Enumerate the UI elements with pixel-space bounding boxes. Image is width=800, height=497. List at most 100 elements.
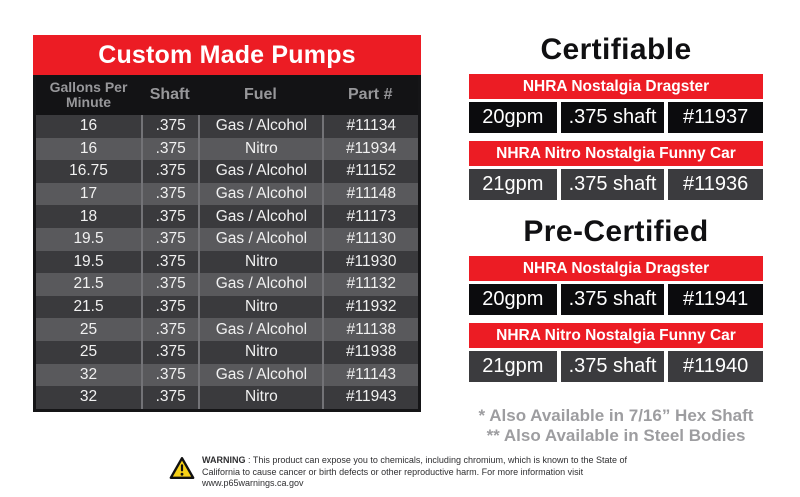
part-cell: #11932: [322, 295, 418, 319]
gpm-cell: 19.5: [73, 252, 104, 270]
table-body: 16 .375 Gas / Alcohol #11134 16 .375 Nit…: [36, 115, 418, 409]
shaft-cell: .375: [141, 273, 198, 296]
fuel-cell: Nitro: [198, 250, 322, 274]
table-row: 25 .375 Gas / Alcohol #11138: [36, 318, 418, 341]
gpm-cell: 19.5: [73, 230, 104, 248]
fuel-cell: Gas / Alcohol: [198, 205, 322, 228]
table-row: 21.5 .375 Gas / Alcohol #11132: [36, 273, 418, 296]
table-row: 16 .375 Nitro #11934: [36, 137, 418, 161]
part-cell: #11138: [322, 318, 418, 341]
table-row: 32 .375 Gas / Alcohol #11143: [36, 363, 418, 387]
part-cell: #11143: [322, 363, 418, 387]
table-row: 16 .375 Gas / Alcohol #11134: [36, 115, 418, 138]
gpm-cell: 18: [79, 207, 98, 225]
spec-row: 21gpm .375 shaft #11936: [469, 169, 763, 200]
fuel-cell: Gas / Alcohol: [198, 273, 322, 296]
fuel-cell: Nitro: [198, 340, 322, 364]
gpm-cell: 17: [79, 185, 98, 203]
custom-pumps-table: Custom Made Pumps Gallons Per Minute Sha…: [33, 35, 421, 412]
fuel-cell: Gas / Alcohol: [198, 318, 322, 341]
gpm-cell: 21.5: [73, 298, 104, 316]
part-cell: #11134: [322, 115, 418, 138]
shaft-value: .375 shaft: [560, 102, 665, 133]
shaft-value: .375 shaft: [560, 284, 665, 315]
gpm-cell: 16: [79, 139, 98, 157]
part-value: #11940: [668, 351, 763, 382]
shaft-cell: .375: [141, 160, 198, 183]
gpm-cell: 25: [79, 320, 98, 338]
part-cell: #11930: [322, 250, 418, 274]
column-header-fuel: Fuel: [243, 86, 277, 103]
shaft-cell: .375: [141, 386, 198, 409]
table-row: 16.75 .375 Gas / Alcohol #11152: [36, 160, 418, 183]
spec-row: 21gpm .375 shaft #11940: [469, 351, 763, 382]
part-cell: #11130: [322, 227, 418, 251]
fuel-cell: Nitro: [198, 295, 322, 319]
certifiable-heading: Certifiable: [540, 33, 692, 66]
certification-panel: Certifiable NHRA Nostalgia Dragster 20gp…: [469, 33, 763, 446]
gpm-cell: 25: [79, 343, 98, 361]
table-row: 19.5 .375 Gas / Alcohol #11130: [36, 227, 418, 251]
warning-text: WARNING : This product can expose you to…: [202, 455, 628, 488]
warning-triangle-icon: [169, 457, 195, 479]
spec-row: 20gpm .375 shaft #11937: [469, 102, 763, 133]
gpm-cell: 32: [79, 388, 98, 406]
pre-certified-funnycar-entry: NHRA Nitro Nostalgia Funny Car 21gpm .37…: [469, 323, 763, 382]
gpm-value: 20gpm: [469, 284, 557, 315]
gpm-value: 21gpm: [469, 351, 557, 382]
part-value: #11937: [668, 102, 763, 133]
spec-row: 20gpm .375 shaft #11941: [469, 284, 763, 315]
shaft-value: .375 shaft: [560, 169, 665, 200]
table-row: 19.5 .375 Nitro #11930: [36, 250, 418, 274]
gpm-value: 20gpm: [469, 102, 557, 133]
shaft-cell: .375: [141, 318, 198, 341]
shaft-cell: .375: [141, 295, 198, 319]
column-header-part: Part #: [348, 86, 393, 103]
prop65-warning: WARNING : This product can expose you to…: [169, 455, 647, 490]
nhra-class-bar: NHRA Nitro Nostalgia Funny Car: [469, 141, 763, 166]
footnote-hex-shaft: * Also Available in 7/16” Hex Shaft: [478, 406, 754, 425]
availability-footnotes: * Also Available in 7/16” Hex Shaft ** A…: [453, 406, 779, 446]
column-header-gpm: Gallons Per Minute: [49, 79, 128, 110]
table-frame: Gallons Per Minute Shaft Fuel Part # 16 …: [33, 75, 421, 412]
shaft-cell: .375: [141, 182, 198, 206]
gpm-cell: 32: [79, 365, 98, 383]
pre-certified-dragster-entry: NHRA Nostalgia Dragster 20gpm .375 shaft…: [469, 256, 763, 315]
part-cell: #11943: [322, 386, 418, 409]
fuel-cell: Nitro: [198, 386, 322, 409]
shaft-value: .375 shaft: [560, 351, 665, 382]
shaft-cell: .375: [141, 137, 198, 161]
table-row: 32 .375 Nitro #11943: [36, 386, 418, 409]
part-cell: #11934: [322, 137, 418, 161]
nhra-class-bar: NHRA Nitro Nostalgia Funny Car: [469, 323, 763, 348]
fuel-cell: Gas / Alcohol: [198, 227, 322, 251]
footnote-steel-bodies: ** Also Available in Steel Bodies: [486, 426, 746, 445]
part-cell: #11173: [322, 205, 418, 228]
certifiable-dragster-entry: NHRA Nostalgia Dragster 20gpm .375 shaft…: [469, 74, 763, 133]
shaft-cell: .375: [141, 340, 198, 364]
part-cell: #11132: [322, 273, 418, 296]
fuel-cell: Gas / Alcohol: [198, 115, 322, 138]
shaft-cell: .375: [141, 205, 198, 228]
gpm-value: 21gpm: [469, 169, 557, 200]
fuel-cell: Gas / Alcohol: [198, 160, 322, 183]
table-row: 21.5 .375 Nitro #11932: [36, 295, 418, 319]
column-header-shaft: Shaft: [149, 86, 190, 103]
pre-certified-heading: Pre-Certified: [523, 215, 709, 248]
table-title: Custom Made Pumps: [33, 35, 421, 75]
nhra-class-bar: NHRA Nostalgia Dragster: [469, 256, 763, 281]
gpm-cell: 21.5: [73, 275, 104, 293]
fuel-cell: Gas / Alcohol: [198, 363, 322, 387]
part-value: #11936: [668, 169, 763, 200]
table-row: 25 .375 Nitro #11938: [36, 340, 418, 364]
gpm-cell: 16.75: [69, 162, 108, 180]
shaft-cell: .375: [141, 250, 198, 274]
table-row: 17 .375 Gas / Alcohol #11148: [36, 182, 418, 206]
nhra-class-bar: NHRA Nostalgia Dragster: [469, 74, 763, 99]
part-value: #11941: [668, 284, 763, 315]
gpm-cell: 16: [79, 117, 98, 135]
shaft-cell: .375: [141, 363, 198, 387]
certifiable-funnycar-entry: NHRA Nitro Nostalgia Funny Car 21gpm .37…: [469, 141, 763, 200]
part-cell: #11148: [322, 182, 418, 206]
